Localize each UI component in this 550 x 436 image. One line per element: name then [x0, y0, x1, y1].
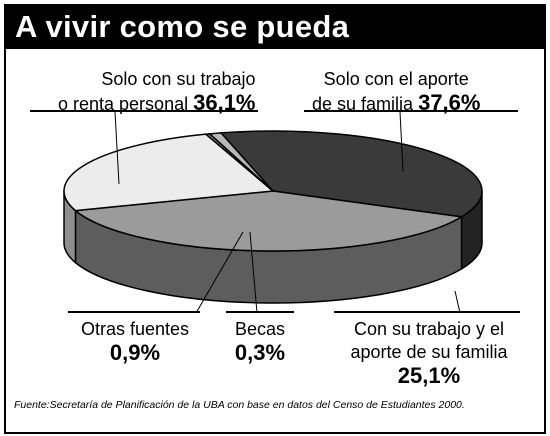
label-slice-becas: Becas 0,3%	[224, 318, 296, 366]
pie-slice-4	[207, 132, 274, 192]
label-line-text: o renta personal	[58, 94, 189, 114]
leader-s2	[454, 290, 461, 314]
leader-s4	[195, 231, 244, 314]
chart-title: A vivir como se pueda	[15, 9, 350, 44]
label-line: Solo con su trabajo	[101, 69, 256, 89]
label-line: aporte de su familia	[350, 342, 508, 362]
label-line: Con su trabajo y el	[353, 319, 505, 339]
leader-s0	[114, 111, 120, 185]
value-label: 0,9%	[70, 341, 200, 366]
label-line: Becas	[234, 319, 286, 339]
pie-3d-group	[63, 130, 483, 304]
label-line: Solo con el aporte	[323, 69, 469, 89]
source-note: Fuente:Secretaría de Planificación de la…	[14, 399, 465, 411]
pie-slice-2	[63, 133, 275, 212]
label-line-text: de su familia	[312, 94, 414, 114]
label-line: de su familia 37,6%	[312, 91, 480, 116]
leader-lines	[30, 110, 520, 314]
label-line: Otras fuentes	[80, 319, 190, 339]
value-label: 36,1%	[193, 90, 256, 115]
leader-s3	[249, 231, 258, 314]
pie-slice-0	[219, 130, 483, 218]
title-bar: A vivir como se pueda	[6, 6, 544, 49]
pie-slice-1	[73, 190, 464, 252]
value-label-text: 0,9%	[109, 340, 161, 365]
label-line: o renta personal 36,1%	[58, 91, 256, 116]
label-slice-trabajo-y-aporte: Con su trabajo y el aporte de su familia…	[340, 318, 518, 389]
value-label-text: 25,1%	[397, 363, 461, 388]
value-label: 0,3%	[224, 341, 296, 366]
value-label-text: 0,3%	[234, 340, 286, 365]
leader-s1	[399, 111, 404, 172]
label-slice-aporte-familia: Solo con el aporte de su familia 37,6%	[312, 68, 480, 116]
label-slice-otras-fuentes: Otras fuentes 0,9%	[70, 318, 200, 366]
value-label: 37,6%	[418, 90, 481, 115]
value-label: 25,1%	[340, 364, 518, 389]
label-slice-trabajo-renta: Solo con su trabajo o renta personal 36,…	[58, 68, 256, 116]
